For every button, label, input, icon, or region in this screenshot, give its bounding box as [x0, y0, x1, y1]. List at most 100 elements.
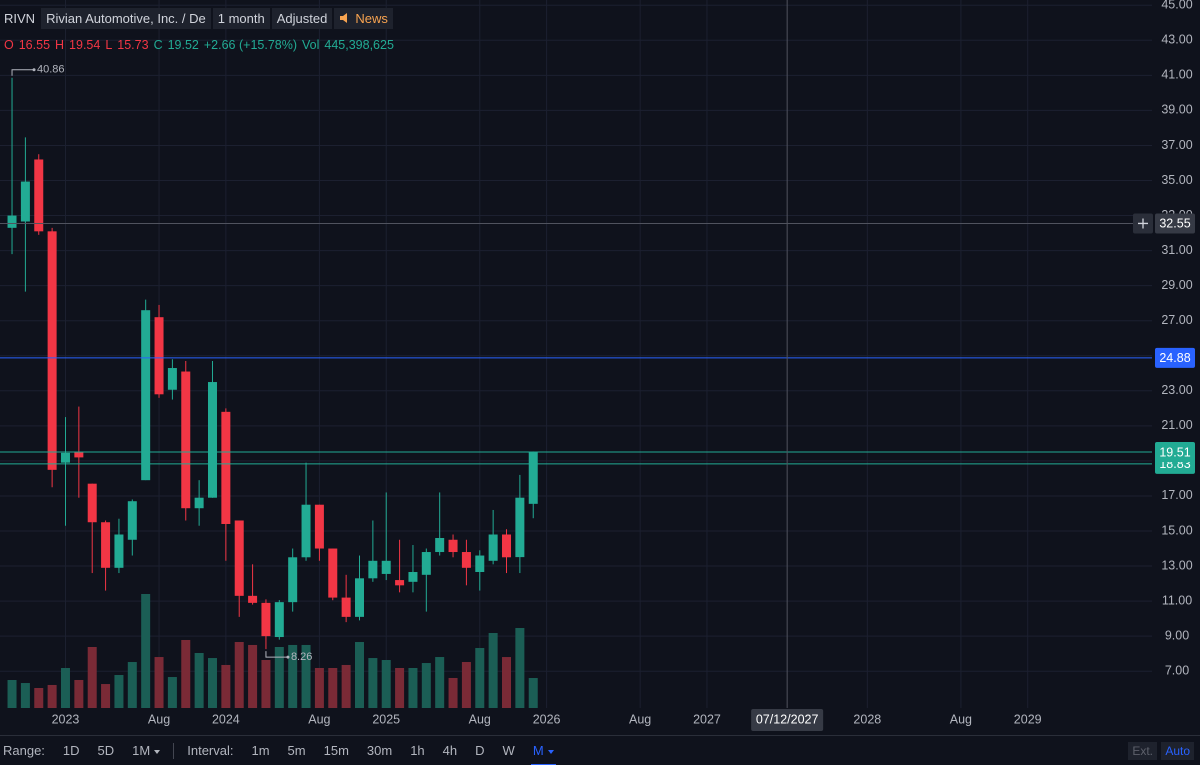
candle-body [20, 181, 30, 222]
candle-body [74, 451, 84, 458]
interval[interactable]: 1 month [212, 7, 270, 29]
news[interactable]: News [334, 7, 393, 29]
volume-bar [127, 662, 137, 708]
candle-body [114, 534, 124, 568]
volume-bar [354, 642, 364, 708]
candle-body [101, 522, 111, 568]
l-value: 15.73 [117, 38, 149, 52]
volume-bar [475, 648, 485, 708]
candle-body [221, 411, 231, 524]
interval-button[interactable]: W [502, 743, 515, 758]
candle-body [234, 520, 244, 596]
symbol[interactable]: RIVN [4, 10, 36, 26]
candle-body [274, 602, 284, 638]
candle-body [34, 159, 44, 232]
y-tick-label: 21.00 [1161, 418, 1192, 432]
candle-body [248, 595, 258, 603]
volume-bar [421, 663, 431, 708]
adjust[interactable]: Adjusted [271, 7, 333, 29]
y-tick-label: 13.00 [1161, 558, 1192, 572]
range-button[interactable]: 5D [97, 743, 115, 758]
candle-body [167, 368, 177, 390]
volume-bar [114, 675, 124, 708]
candle-body [47, 231, 57, 470]
company-name[interactable]: Rivian Automotive, Inc. / De [41, 7, 211, 29]
add-icon [1138, 218, 1148, 229]
interval-button[interactable]: 4h [442, 743, 458, 758]
y-tick-label: 7.00 [1165, 663, 1189, 677]
volume-bar [408, 668, 418, 708]
interval-button[interactable]: M [530, 743, 556, 765]
candle-body [421, 552, 431, 575]
volume-bar [274, 646, 284, 708]
interval-button[interactable]: 1m [251, 743, 270, 758]
y-tick-label: 45.00 [1161, 0, 1192, 12]
volume-bar [528, 678, 538, 708]
range-button[interactable]: 1D [62, 743, 80, 758]
candle-body [314, 504, 324, 549]
y-tick-label: 31.00 [1161, 243, 1192, 257]
volume-bar [301, 644, 311, 708]
candle-body [154, 317, 164, 395]
candle-body [261, 602, 271, 637]
change: +2.66 (+15.78%) [203, 38, 297, 52]
chart: 7.009.0011.0013.0015.0017.0019.0021.0023… [0, 0, 1195, 731]
y-tick-label: 11.00 [1162, 593, 1192, 607]
volume-bar [261, 659, 271, 708]
price-label-box [1155, 347, 1195, 368]
auto-button[interactable]: Auto [1161, 741, 1194, 760]
range-button[interactable]: 1M [132, 743, 161, 758]
news-label: News [355, 10, 388, 26]
x-tick-label: 2029 [1014, 712, 1042, 726]
ext-button[interactable]: Ext. [1128, 741, 1157, 760]
candle-body [408, 572, 418, 582]
candle-body [354, 578, 364, 617]
x-tick-label: 2026 [533, 712, 561, 726]
volume-bar [435, 657, 445, 708]
y-tick-label: 39.00 [1161, 103, 1192, 117]
max-dot [32, 68, 36, 72]
x-tick-label: 2024 [212, 712, 240, 726]
volume-bar [448, 677, 458, 708]
volume-bar [194, 652, 204, 708]
candle-body [448, 539, 458, 553]
volume-bar [7, 679, 17, 708]
max-label: 40.86 [37, 64, 65, 76]
volume-bar [288, 644, 298, 708]
candle-body [301, 504, 311, 558]
interval-label: Interval: [187, 743, 234, 758]
x-tick-label: Aug [148, 712, 170, 726]
volume-bar [515, 628, 525, 708]
volume-bar [167, 677, 177, 708]
y-tick-label: 29.00 [1161, 278, 1192, 292]
volume-bar [461, 662, 471, 708]
volume-bar [47, 684, 57, 708]
h-label: H [55, 38, 65, 52]
c-label: C [153, 38, 163, 52]
x-tick-label: Aug [469, 712, 491, 726]
y-tick-label: 17.00 [1161, 488, 1192, 502]
volume-bar [87, 646, 97, 708]
volume-bar [20, 683, 30, 708]
volume-bar [368, 658, 378, 708]
volume-bar [381, 659, 391, 708]
max-marker [11, 69, 35, 76]
h-value: 19.54 [69, 38, 101, 52]
vol-label: Vol [302, 38, 320, 52]
interval-button[interactable]: 1h [410, 743, 425, 758]
volume-bar [181, 639, 191, 708]
candle-body [87, 483, 97, 523]
y-tick-label: 23.00 [1161, 383, 1192, 397]
interval-button[interactable]: 5m [287, 743, 306, 758]
interval-button[interactable]: 15m [323, 743, 349, 758]
interval-button[interactable]: D [475, 743, 485, 758]
candle-body [515, 497, 525, 558]
volume-bar [141, 594, 151, 708]
ohlc-legend: O 16.55 H 19.54 L 15.73 C 19.52 +2.66 (+… [4, 38, 394, 52]
candle-body [328, 548, 338, 598]
candle-body [7, 215, 17, 228]
interval-button[interactable]: 30m [366, 743, 393, 758]
y-tick-label: 41.00 [1161, 68, 1192, 82]
range-text: 1M [132, 743, 151, 758]
y-tick-label: 43.00 [1161, 33, 1192, 47]
